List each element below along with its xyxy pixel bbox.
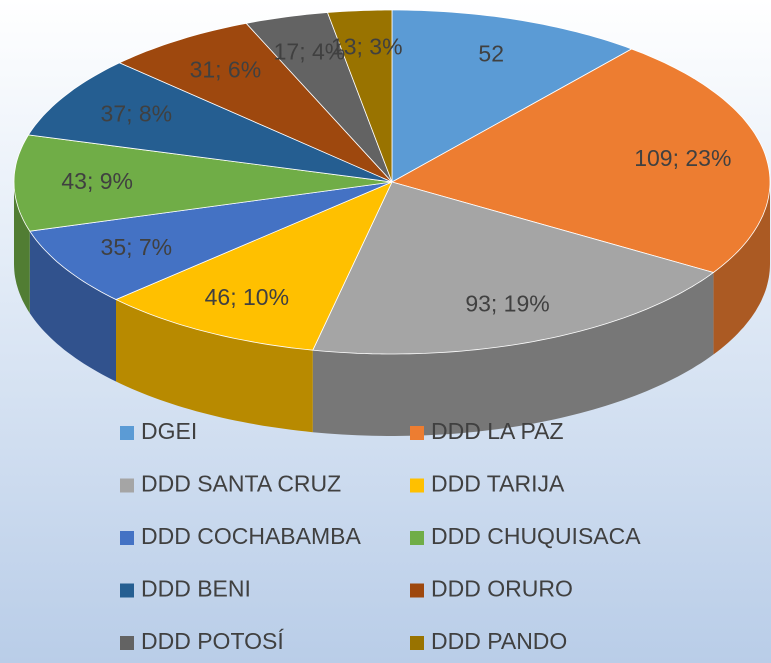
data-label: 93; 19% [465, 291, 549, 317]
data-label: 31; 6% [190, 56, 262, 82]
legend-swatch [120, 426, 134, 440]
slice-side [713, 182, 770, 355]
legend-swatch [410, 636, 424, 650]
data-label: 52 [478, 41, 504, 67]
slice [27, 62, 393, 183]
legend-swatch [120, 583, 134, 598]
legend-swatch [120, 478, 134, 493]
slice-side [312, 272, 714, 436]
slice [13, 134, 393, 232]
slice [391, 9, 633, 183]
data-label: 13; 3% [331, 33, 403, 59]
slice [390, 48, 771, 273]
legend-label: DDD BENI [141, 576, 251, 602]
slice-side [14, 182, 30, 314]
legend-label: DDD PANDO [431, 628, 567, 654]
legend-label: DDD COCHABAMBA [141, 523, 361, 549]
slice [29, 181, 393, 300]
legend-swatch [410, 531, 424, 545]
legend-label: DGEI [141, 418, 197, 444]
data-label: 35; 7% [101, 234, 173, 260]
data-label: 46; 10% [205, 284, 289, 310]
slice-side [29, 231, 116, 382]
slice [312, 181, 715, 355]
data-label: 109; 23% [634, 145, 731, 171]
data-label: 43; 9% [61, 168, 133, 194]
legend-label: DDD CHUQUISACA [431, 523, 641, 549]
legend-swatch [120, 636, 134, 650]
data-label: 37; 8% [101, 100, 173, 126]
legend-label: DDD LA PAZ [431, 418, 564, 444]
legend-swatch [410, 426, 424, 440]
legend-label: DDD POTOSÍ [141, 628, 284, 654]
slice [326, 9, 393, 183]
legend-swatch [410, 583, 424, 598]
slice [115, 181, 393, 351]
data-label: 17; 4% [274, 38, 346, 64]
legend-label: DDD ORURO [431, 576, 573, 602]
legend-label: DDD SANTA CRUZ [141, 471, 341, 497]
slice [245, 12, 393, 183]
slice-side [116, 299, 313, 433]
legend-swatch [120, 531, 134, 545]
legend-swatch [410, 478, 424, 493]
slice [118, 22, 393, 183]
legend-label: DDD TARIJA [431, 471, 565, 497]
